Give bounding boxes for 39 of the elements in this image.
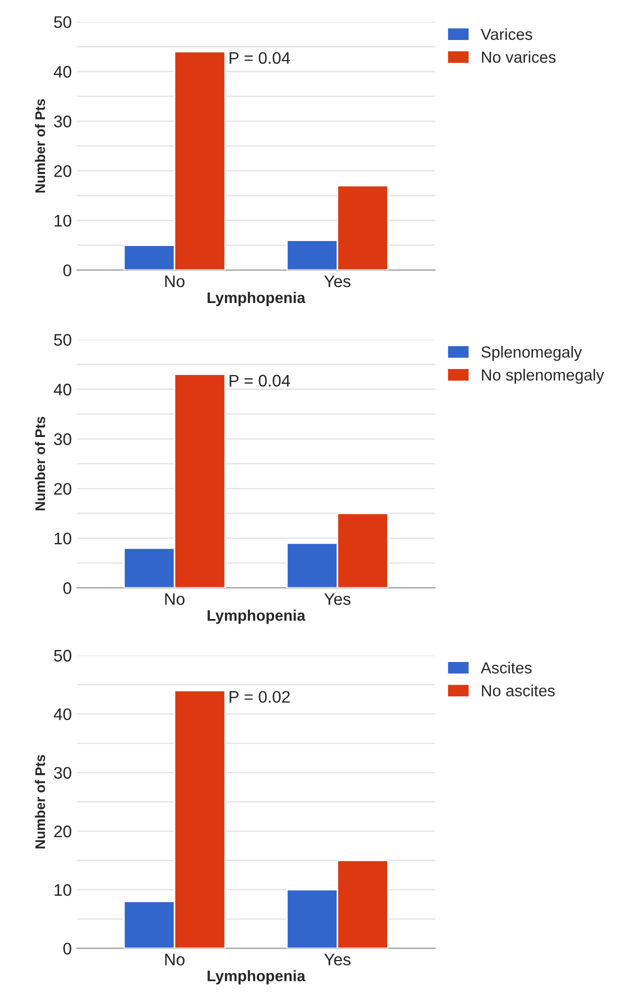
y-tick-label: 0 bbox=[63, 942, 72, 955]
y-tick-label: 20 bbox=[54, 482, 72, 495]
legend-label: Varices bbox=[480, 28, 532, 40]
y-tick-label: 50 bbox=[54, 650, 72, 662]
x-axis-title: Lymphopenia bbox=[208, 610, 306, 624]
y-tick-label: 0 bbox=[63, 582, 72, 594]
y-axis-title: Number of Pts bbox=[34, 754, 46, 848]
y-tick-label: 30 bbox=[54, 116, 72, 128]
legend-label: Splenomegaly bbox=[481, 346, 582, 361]
x-tick-label: No bbox=[165, 593, 184, 605]
y-tick-label: 20 bbox=[54, 165, 72, 177]
y-tick-label: 10 bbox=[54, 532, 72, 544]
y-tick-label: 0 bbox=[63, 264, 72, 276]
x-axis-title: Lymphopenia bbox=[208, 970, 306, 984]
y-tick-label: 20 bbox=[54, 826, 72, 838]
y-tick-label: 40 bbox=[54, 384, 72, 396]
y-tick-label: 50 bbox=[54, 16, 72, 28]
y-tick-label: 10 bbox=[54, 884, 72, 896]
y-tick-label: 30 bbox=[54, 766, 72, 779]
annotation: P = 0.04 bbox=[230, 374, 290, 387]
x-tick-label: Yes bbox=[324, 593, 350, 605]
y-tick-label: 40 bbox=[54, 66, 72, 78]
annotation: P = 0.04 bbox=[230, 52, 290, 64]
legend-label: No ascites bbox=[482, 684, 555, 696]
x-tick-label: Yes bbox=[324, 276, 350, 288]
y-tick-label: 10 bbox=[54, 214, 72, 227]
y-tick-label: 30 bbox=[54, 433, 72, 446]
legend-label: No splenomegaly bbox=[482, 368, 604, 384]
x-axis-title: Lymphopenia bbox=[208, 292, 306, 306]
y-tick-label: 40 bbox=[54, 708, 72, 720]
x-tick-label: No bbox=[165, 276, 184, 288]
y-tick-label: 50 bbox=[54, 334, 72, 346]
x-tick-label: Yes bbox=[324, 954, 350, 966]
y-axis-title: Number of Pts bbox=[34, 99, 46, 192]
annotation: P = 0.02 bbox=[230, 690, 290, 703]
legend-label: No varices bbox=[482, 51, 556, 63]
legend-label: Ascites bbox=[480, 662, 532, 674]
x-tick-label: No bbox=[165, 954, 184, 966]
y-axis-title: Number of Pts bbox=[34, 416, 46, 510]
